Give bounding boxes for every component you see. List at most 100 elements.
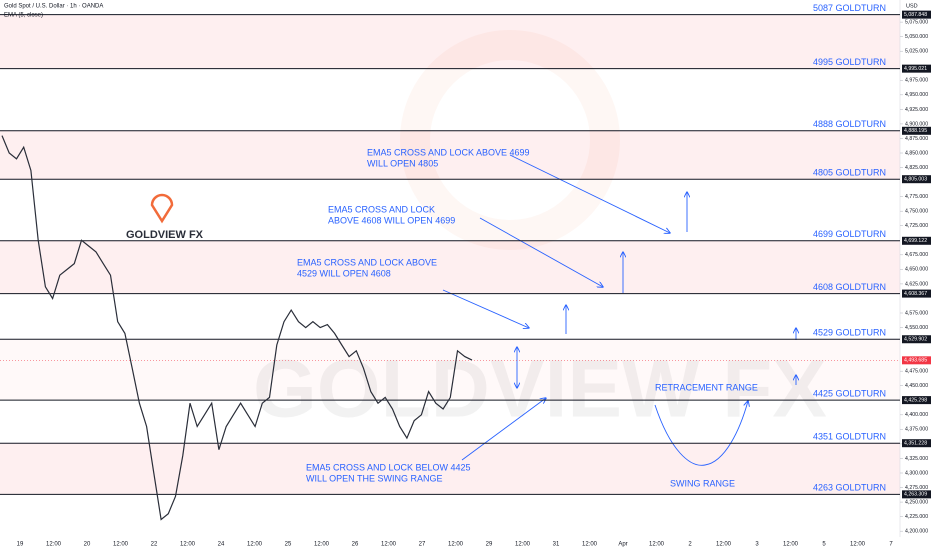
level-tag xyxy=(902,335,931,344)
level-tag xyxy=(902,126,931,135)
x-tick-label: 12:00 xyxy=(448,542,464,548)
level-tag-label: 4,805.003 xyxy=(904,177,927,183)
level-name: 4995 GOLDTURN xyxy=(813,57,886,67)
x-tick-label: 22 xyxy=(151,542,158,548)
annotation: 4529 WILL OPEN 4608 xyxy=(297,268,391,278)
y-tick-label: 4,875.000 xyxy=(905,136,928,142)
y-tick-label: 4,775.000 xyxy=(905,194,928,200)
x-tick-label: 12:00 xyxy=(582,542,598,548)
annotation: EMA5 CROSS AND LOCK BELOW 4425 xyxy=(306,462,471,472)
symbol: Gold Spot / U.S. Dollar · 1h · OANDA xyxy=(4,4,103,10)
y-tick-label: 4,650.000 xyxy=(905,267,928,273)
x-tick-label: 12:00 xyxy=(716,542,732,548)
x-tick-label: 3 xyxy=(755,542,759,548)
watermark: GOLDVIEW FX xyxy=(253,344,827,435)
level-name: 4529 GOLDTURN xyxy=(813,328,886,338)
level-tag-label: 4,529.902 xyxy=(904,337,927,343)
y-tick-label: 4,225.000 xyxy=(905,514,928,520)
x-tick-label: 27 xyxy=(419,542,426,548)
annotation: RETRACEMENT RANGE xyxy=(655,382,758,392)
x-tick-label: 25 xyxy=(285,542,292,548)
annotation: EMA5 CROSS AND LOCK ABOVE 4699 xyxy=(367,147,530,157)
x-tick-label: 7 xyxy=(889,542,893,548)
x-tick-label: 5 xyxy=(822,542,826,548)
x-tick-label: 20 xyxy=(84,542,91,548)
level-name: 4699 GOLDTURN xyxy=(813,229,886,239)
y-tick-label: 4,850.000 xyxy=(905,150,928,156)
x-tick-label: Apr xyxy=(618,542,627,548)
price-axis xyxy=(900,0,932,550)
level-name: 4425 GOLDTURN xyxy=(813,388,886,398)
level-tag xyxy=(902,64,931,73)
x-tick-label: 2 xyxy=(688,542,692,548)
zone xyxy=(0,130,900,180)
annotation: EMA5 CROSS AND LOCK ABOVE xyxy=(297,257,437,267)
currency: USD xyxy=(906,3,918,9)
zones xyxy=(0,14,900,495)
level-tag-label: 4,608.367 xyxy=(904,291,927,297)
x-tick-label: 12:00 xyxy=(314,542,330,548)
annotation: SWING RANGE xyxy=(670,478,735,488)
x-tick-label: 12:00 xyxy=(46,542,62,548)
x-tick-label: 12:00 xyxy=(850,542,866,548)
y-tick-label: 4,925.000 xyxy=(905,107,928,113)
y-tick-label: 4,675.000 xyxy=(905,252,928,258)
y-tick-label: 4,975.000 xyxy=(905,78,928,84)
x-tick-label: 12:00 xyxy=(783,542,799,548)
x-tick-label: 29 xyxy=(486,542,493,548)
level-tag xyxy=(902,439,931,448)
level-tag xyxy=(902,175,931,184)
x-tick-label: 12:00 xyxy=(247,542,263,548)
y-tick-label: 4,375.000 xyxy=(905,427,928,433)
level-tag-label: 4,888.195 xyxy=(904,128,927,134)
x-tick-label: 31 xyxy=(553,542,560,548)
y-tick-label: 4,250.000 xyxy=(905,499,928,505)
level-name: 4888 GOLDTURN xyxy=(813,119,886,129)
x-tick-label: 12:00 xyxy=(180,542,196,548)
annotation: EMA5 CROSS AND LOCK xyxy=(328,204,435,214)
annotation: ABOVE 4608 WILL OPEN 4699 xyxy=(328,215,455,225)
level-tag xyxy=(902,396,931,405)
level-tag xyxy=(902,10,931,19)
y-tick-label: 4,300.000 xyxy=(905,470,928,476)
arrows xyxy=(442,154,796,466)
y-tick-label: 4,825.000 xyxy=(905,165,928,171)
y-tick-label: 5,050.000 xyxy=(905,34,928,40)
level-name: 4608 GOLDTURN xyxy=(813,282,886,292)
level-tag xyxy=(902,289,931,298)
indicator: EMA (5, close) xyxy=(4,13,43,19)
last-price-tag xyxy=(902,356,931,365)
level-tag-label: 4,699.122 xyxy=(904,238,927,244)
y-tick-label: 4,550.000 xyxy=(905,325,928,331)
x-tick-label: 12:00 xyxy=(515,542,531,548)
x-tick-label: 12:00 xyxy=(381,542,397,548)
y-tick-label: 4,625.000 xyxy=(905,281,928,287)
level-tag xyxy=(902,490,931,499)
y-tick-label: 4,950.000 xyxy=(905,92,928,98)
annotation: WILL OPEN 4805 xyxy=(367,158,438,168)
x-tick-label: 26 xyxy=(352,542,359,548)
y-tick-label: 4,475.000 xyxy=(905,369,928,375)
annotation: WILL OPEN THE SWING RANGE xyxy=(306,473,443,483)
y-tick-label: 4,750.000 xyxy=(905,209,928,215)
zone xyxy=(0,240,900,294)
last-price-label: 4,493.685 xyxy=(904,358,927,364)
y-tick-label: 5,025.000 xyxy=(905,49,928,55)
level-tag-label: 5,087.848 xyxy=(904,12,927,18)
y-tick-label: 4,200.000 xyxy=(905,529,928,535)
level-tag xyxy=(902,236,931,245)
y-tick-label: 4,325.000 xyxy=(905,456,928,462)
y-tick-label: 4,400.000 xyxy=(905,412,928,418)
level-tag-label: 4,351.228 xyxy=(904,441,927,447)
level-name: 4805 GOLDTURN xyxy=(813,168,886,178)
x-tick-label: 19 xyxy=(17,542,24,548)
zone xyxy=(0,14,900,69)
y-tick-label: 4,725.000 xyxy=(905,223,928,229)
logo-text: GOLDVIEW FX xyxy=(126,229,204,241)
level-name: 4263 GOLDTURN xyxy=(813,483,886,493)
x-tick-label: 12:00 xyxy=(649,542,665,548)
level-tag-label: 4,995.021 xyxy=(904,66,927,72)
y-tick-label: 4,575.000 xyxy=(905,310,928,316)
